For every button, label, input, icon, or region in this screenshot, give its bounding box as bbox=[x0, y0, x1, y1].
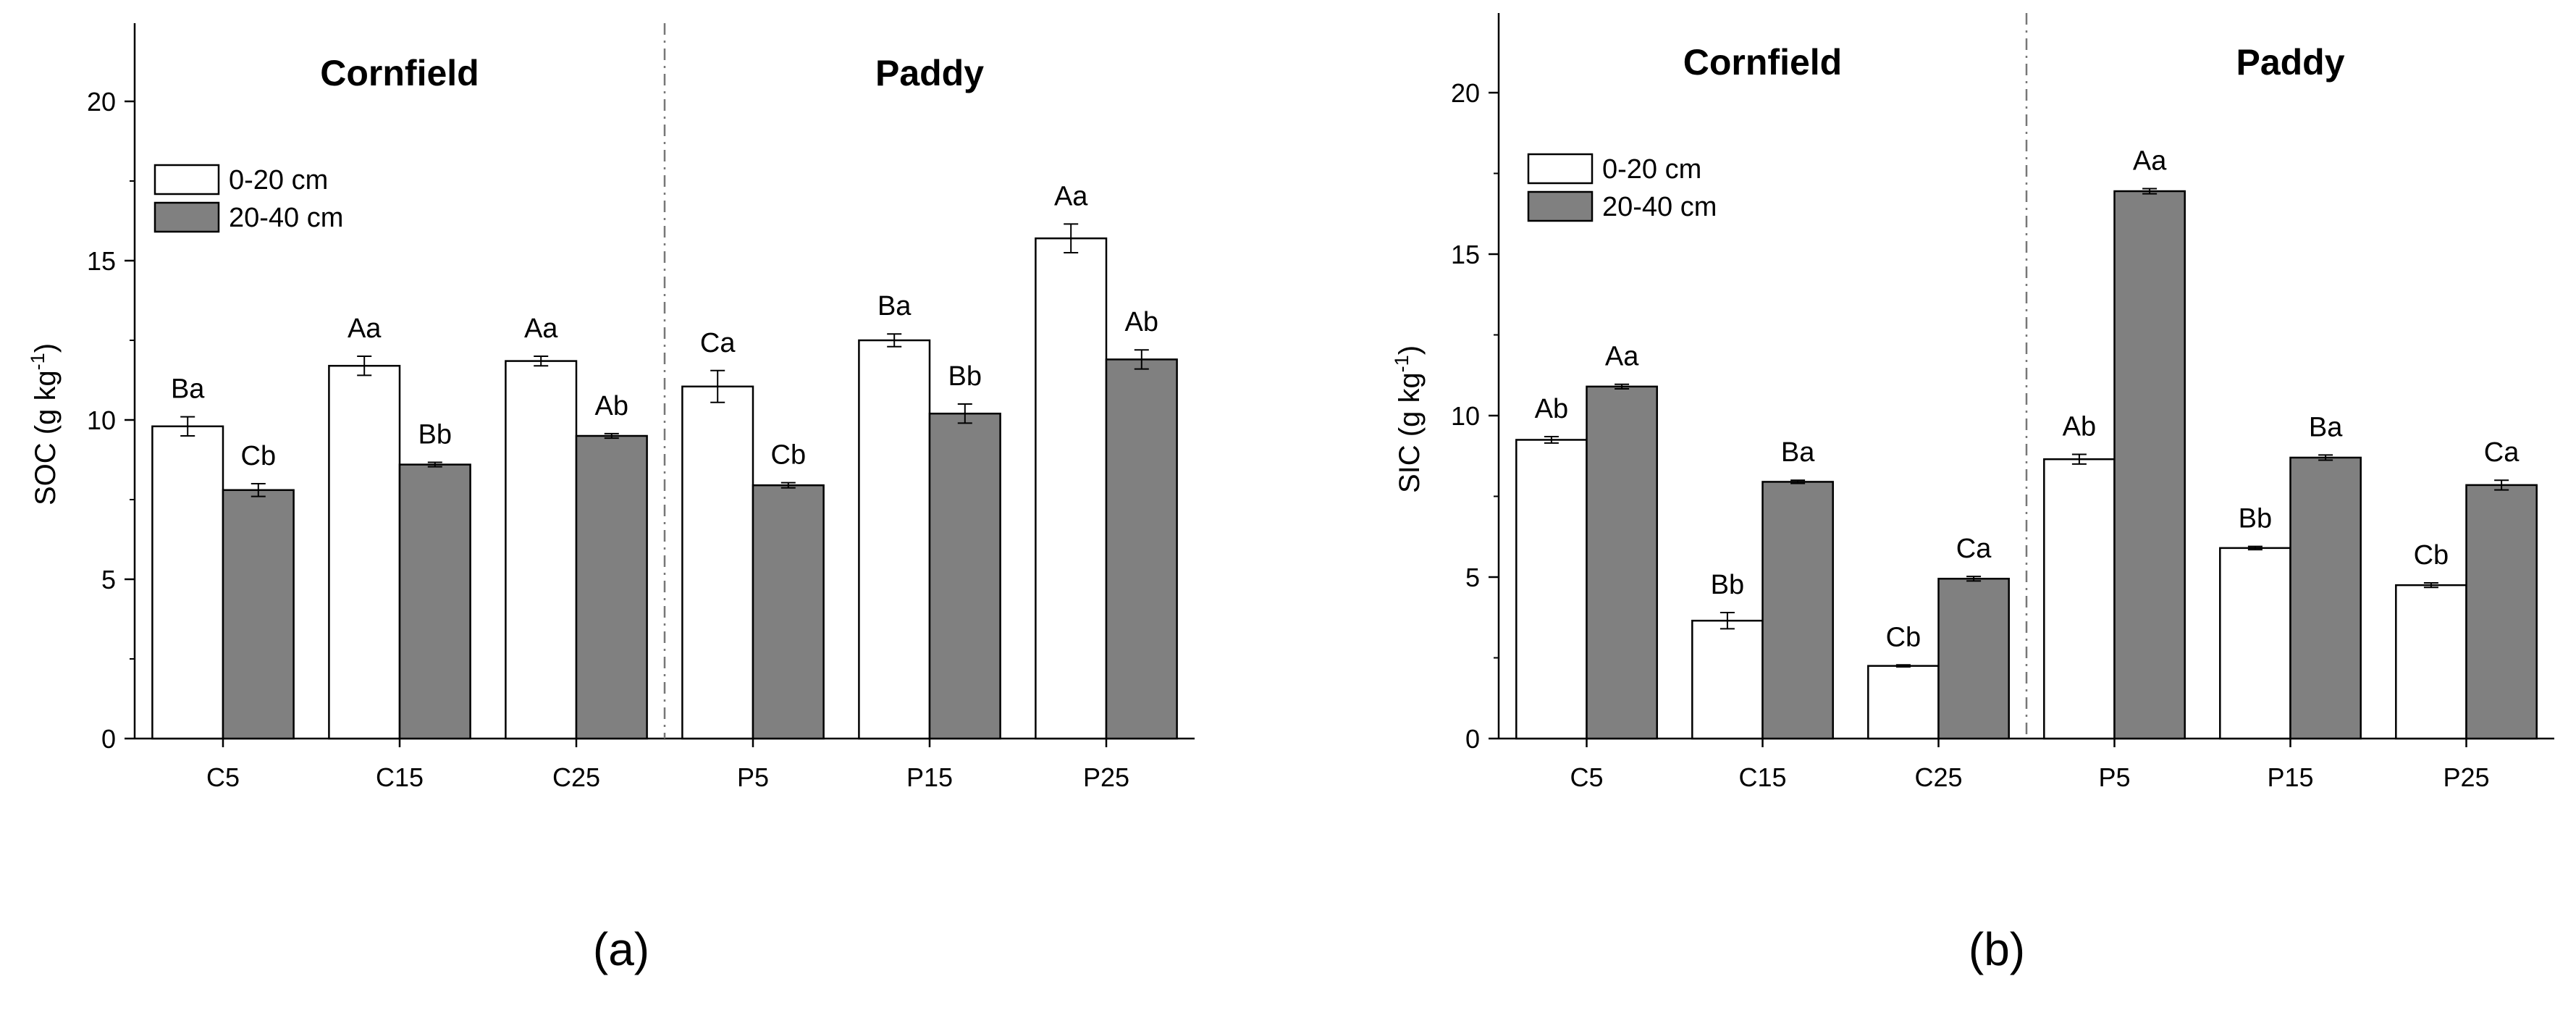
x-tick-label: C5 bbox=[1570, 762, 1603, 792]
significance-label: Ba bbox=[1781, 437, 1815, 468]
section-title: Cornfield bbox=[1683, 42, 1842, 83]
significance-label: Ba bbox=[877, 291, 912, 321]
significance-label: Ba bbox=[171, 374, 205, 405]
significance-label: Cb bbox=[241, 441, 277, 471]
panel-b: 0 5 10 15 20 SIC (g kg-1) Cornfield Paddy C5 Ab Aa… bbox=[1391, 13, 2554, 975]
significance-label: Ba bbox=[2309, 412, 2343, 442]
bar bbox=[328, 364, 401, 740]
bar bbox=[151, 425, 224, 740]
y-tick-label: 10 bbox=[87, 405, 116, 435]
bar bbox=[858, 339, 931, 740]
significance-label: Ca bbox=[700, 328, 736, 358]
bar bbox=[2465, 484, 2538, 740]
y-axis-title: SOC (g kg-1) bbox=[27, 343, 62, 505]
bar bbox=[2113, 190, 2186, 740]
significance-label: Cb bbox=[1886, 622, 1922, 652]
legend-label: 20-40 cm bbox=[1602, 192, 1717, 222]
panel-a: 0 5 10 15 20 SOC (g kg-1) Cornfield Paddy C5 Ba Cb… bbox=[27, 23, 1195, 975]
y-tick-label: 10 bbox=[1451, 401, 1480, 431]
significance-label: Ca bbox=[1956, 534, 1992, 564]
bar bbox=[1586, 385, 1658, 740]
y-axis-symbol: SOC bbox=[30, 442, 62, 505]
significance-label: Bb bbox=[2239, 504, 2272, 534]
legend-label: 0-20 cm bbox=[1602, 154, 1701, 185]
x-tick-label: C25 bbox=[1914, 762, 1962, 792]
legend-swatch bbox=[153, 201, 220, 233]
section-title: Paddy bbox=[2236, 42, 2344, 83]
significance-label: Cb bbox=[2414, 540, 2449, 571]
bar bbox=[1105, 358, 1178, 740]
legend-swatch bbox=[1527, 190, 1594, 222]
section-title: Cornfield bbox=[320, 53, 479, 93]
significance-label: Aa bbox=[1605, 342, 1639, 372]
x-tick-label: P25 bbox=[1083, 762, 1129, 792]
legend-label: 0-20 cm bbox=[229, 165, 328, 195]
y-axis-unit-close: ) bbox=[1394, 345, 1426, 355]
y-tick-label: 20 bbox=[1451, 78, 1480, 108]
significance-label: Cb bbox=[771, 440, 807, 471]
x-tick-label: P25 bbox=[2443, 762, 2489, 792]
significance-label: Ab bbox=[1125, 307, 1158, 337]
legend-label: 20-40 cm bbox=[229, 203, 343, 233]
legend-swatch bbox=[1527, 153, 1594, 185]
bar bbox=[2395, 584, 2467, 740]
bar bbox=[1867, 665, 1940, 740]
y-axis-unit-superscript: -1 bbox=[1391, 355, 1413, 372]
x-tick-label: P15 bbox=[906, 762, 953, 792]
significance-label: Aa bbox=[348, 314, 382, 344]
bar bbox=[505, 360, 578, 740]
bar bbox=[398, 463, 471, 740]
x-tick-label: P15 bbox=[2267, 762, 2313, 792]
y-axis-unit-close: ) bbox=[30, 343, 62, 353]
y-axis-unit-superscript: -1 bbox=[27, 353, 49, 370]
y-tick-label: 15 bbox=[1451, 240, 1480, 269]
y-tick-label: 0 bbox=[101, 724, 116, 754]
bar bbox=[2043, 458, 2116, 740]
significance-label: Ab bbox=[1535, 394, 1568, 424]
x-tick-label: C5 bbox=[206, 762, 240, 792]
bar bbox=[1691, 619, 1764, 740]
y-axis-unit: (g kg bbox=[30, 370, 62, 442]
bar bbox=[928, 412, 1001, 740]
y-tick-label: 5 bbox=[101, 565, 116, 594]
panel-label: (a) bbox=[593, 923, 649, 975]
significance-label: Bb bbox=[948, 361, 982, 392]
significance-label: Aa bbox=[1054, 181, 1088, 211]
significance-label: Bb bbox=[1711, 570, 1744, 600]
y-tick-label: 5 bbox=[1465, 563, 1480, 592]
y-tick-label: 15 bbox=[87, 246, 116, 276]
bar bbox=[1937, 577, 2010, 740]
bar bbox=[681, 385, 754, 740]
x-tick-label: P5 bbox=[2098, 762, 2130, 792]
bar bbox=[1761, 481, 1834, 740]
significance-label: Aa bbox=[524, 314, 558, 344]
x-tick-label: P5 bbox=[737, 762, 769, 792]
x-tick-label: C15 bbox=[1738, 762, 1786, 792]
y-axis-symbol: SIC bbox=[1394, 445, 1426, 493]
significance-label: Bb bbox=[418, 420, 452, 450]
significance-label: Aa bbox=[2133, 146, 2167, 176]
y-tick-label: 0 bbox=[1465, 724, 1480, 754]
significance-label: Ab bbox=[2063, 412, 2096, 442]
bar bbox=[1035, 237, 1108, 740]
y-axis-title: SIC (g kg-1) bbox=[1391, 345, 1426, 493]
significance-label: Ca bbox=[2484, 437, 2520, 468]
bar bbox=[1515, 439, 1588, 740]
bar bbox=[575, 434, 648, 740]
bar bbox=[2219, 547, 2291, 740]
panel-label: (b) bbox=[1969, 923, 2025, 975]
y-axis-unit: (g kg bbox=[1394, 372, 1426, 445]
legend-swatch bbox=[153, 164, 220, 195]
x-tick-label: C25 bbox=[552, 762, 600, 792]
bar bbox=[752, 484, 825, 740]
significance-label: Ab bbox=[595, 391, 628, 421]
x-tick-label: C15 bbox=[376, 762, 424, 792]
y-tick-label: 20 bbox=[87, 87, 116, 117]
bar bbox=[222, 489, 295, 740]
bar bbox=[2289, 456, 2362, 740]
section-title: Paddy bbox=[875, 53, 984, 93]
